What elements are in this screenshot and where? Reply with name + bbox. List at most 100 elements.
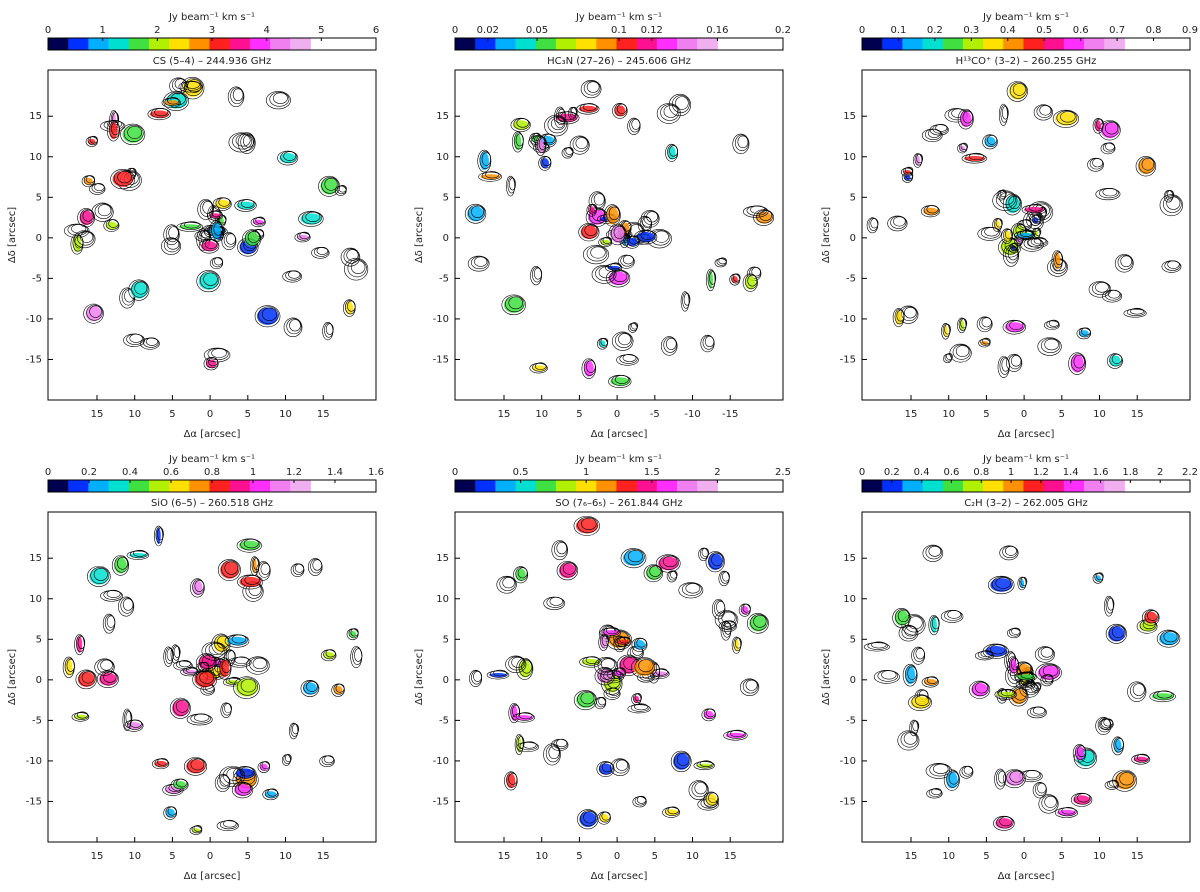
emission-blob [156, 527, 161, 545]
contour [745, 679, 758, 691]
contour [211, 210, 223, 218]
x-tick-label: 15 [905, 851, 918, 862]
contour [178, 660, 191, 668]
contour [1167, 260, 1180, 269]
contour [122, 708, 132, 731]
contour [922, 544, 944, 562]
contour [613, 759, 629, 774]
contour [1127, 681, 1147, 702]
contour [1144, 609, 1159, 624]
contour [943, 769, 960, 791]
contour [221, 232, 237, 251]
contour [1077, 745, 1086, 758]
contour [286, 318, 302, 335]
contour [593, 193, 605, 206]
contour [213, 222, 223, 236]
contour [190, 758, 205, 771]
contour [1008, 354, 1022, 370]
contour [1033, 237, 1047, 245]
contour [288, 722, 299, 740]
colorbar-swatch [1043, 38, 1065, 50]
contour [76, 230, 95, 246]
x-axis-label: Δα [arcsec] [184, 429, 241, 440]
contour [571, 106, 578, 116]
contour [897, 730, 920, 751]
contour [505, 655, 527, 673]
contour [211, 348, 227, 358]
panel-title: SiO (6–5) – 260.518 GHz [151, 498, 273, 509]
contour [750, 205, 766, 214]
plot-frame [454, 69, 784, 401]
contour [599, 627, 622, 638]
contour [225, 649, 236, 664]
emission-blob [616, 639, 630, 645]
colorbar-tick-label: 1.6 [1093, 467, 1109, 478]
colorbar-swatch [677, 480, 698, 492]
contour [1156, 629, 1181, 648]
contour [509, 177, 516, 191]
contour [600, 337, 609, 346]
plot-frame [861, 69, 1191, 401]
emission-blob [320, 178, 338, 195]
contour [670, 750, 692, 773]
contour [194, 579, 205, 592]
contour [733, 637, 742, 652]
contour [1097, 717, 1111, 733]
contour [133, 549, 147, 557]
colorbar-swatch [455, 480, 476, 492]
contour [489, 670, 509, 678]
contour [551, 540, 568, 561]
colorbar-swatch [535, 38, 557, 50]
contour [1001, 688, 1015, 697]
contour [66, 658, 75, 672]
contour [897, 609, 910, 623]
contour [79, 208, 95, 225]
contour [94, 203, 113, 219]
contour [1123, 308, 1147, 318]
contour [1104, 595, 1114, 617]
contour [901, 625, 918, 639]
contour [716, 257, 727, 266]
contour [612, 103, 628, 119]
contour [630, 703, 650, 712]
emission-blob [673, 753, 690, 770]
contour [538, 137, 547, 150]
contour [350, 628, 359, 637]
emission-blob [537, 137, 544, 154]
contour [1007, 628, 1021, 639]
colorbar-swatch [962, 480, 984, 492]
contour [720, 571, 730, 584]
contour [284, 754, 292, 763]
colorbar-tick-label: 2.2 [1182, 467, 1198, 478]
emission-blob [984, 136, 996, 147]
emission-blob [575, 518, 598, 534]
contour [701, 547, 710, 557]
contour [688, 780, 709, 800]
colorbar-tick-label: 0.8 [1146, 25, 1162, 36]
contour [496, 575, 517, 594]
contour [227, 86, 245, 108]
y-tick-label: -15 [26, 796, 42, 807]
contour [504, 295, 525, 313]
plot-frame [47, 69, 377, 401]
x-tick-label: 15 [724, 851, 737, 862]
x-tick-label: 15 [1131, 409, 1144, 420]
contour [1100, 718, 1111, 730]
contour [1056, 110, 1078, 126]
emission-blob [598, 763, 613, 775]
contour [730, 729, 745, 738]
contour [1130, 307, 1145, 315]
colorbar-swatch [942, 480, 964, 492]
contour [601, 761, 614, 773]
contour [175, 699, 189, 713]
emission-blob [112, 171, 133, 187]
x-tick-label: 5 [652, 851, 658, 862]
contour [100, 659, 113, 671]
contour [214, 773, 231, 792]
contour [234, 782, 253, 796]
contour [250, 556, 259, 576]
y-tick-label: 0 [36, 675, 42, 686]
emission-blob [734, 638, 739, 652]
contour [594, 666, 615, 686]
contour [126, 550, 150, 560]
